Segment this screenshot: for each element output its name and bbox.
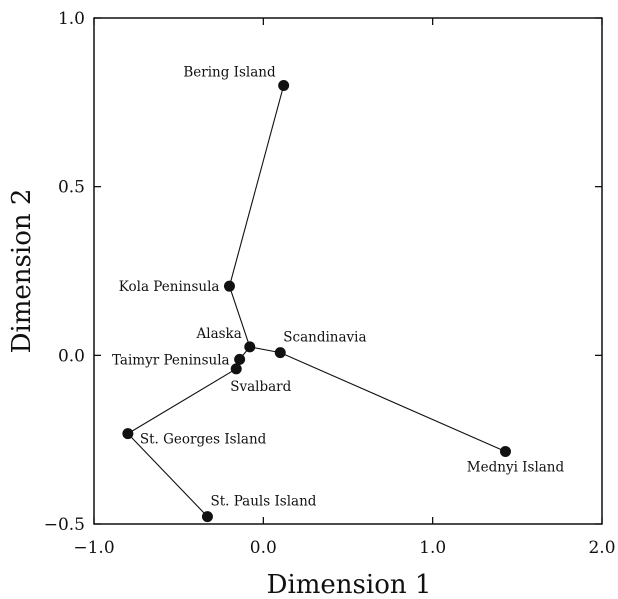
connecting-lines	[127, 85, 506, 517]
data-point-alaska	[244, 341, 256, 353]
connecting-line	[228, 286, 251, 348]
connecting-line	[228, 85, 285, 287]
data-point-kola-peninsula	[223, 280, 235, 292]
y-axis-title: Dimension 2	[7, 189, 37, 354]
point-label-taimyr-peninsula: Taimyr Peninsula	[112, 352, 230, 368]
connecting-line	[280, 352, 506, 452]
x-tick-label: 2.0	[588, 538, 615, 558]
x-tick-label: −1.0	[73, 538, 114, 558]
connecting-line	[127, 433, 208, 517]
connecting-line	[127, 368, 237, 435]
x-tick-label: 1.0	[419, 538, 446, 558]
point-label-kola-peninsula: Kola Peninsula	[119, 279, 220, 295]
y-tick-label: −0.5	[44, 515, 85, 535]
point-label-bering-island: Bering Island	[183, 64, 276, 80]
point-label-st-pauls-island: St. Pauls Island	[210, 494, 316, 510]
point-labels: Bering Island Kola Peninsula Alaska Scandin…	[112, 64, 565, 509]
y-tick-label: 1.0	[58, 9, 85, 29]
data-point-svalbard	[230, 363, 242, 375]
y-tick-label: 0.5	[58, 178, 85, 198]
data-point-st-pauls-island	[201, 511, 213, 523]
axes: −1.0 0.0 1.0 2.0 −0.5 0.0 0.5 1.0	[44, 9, 616, 558]
data-point-scandinavia	[274, 347, 286, 359]
data-point-bering-island	[278, 79, 290, 91]
data-point-taimyr-peninsula	[234, 353, 246, 365]
point-label-alaska: Alaska	[196, 326, 242, 342]
plot-frame	[93, 17, 603, 525]
point-label-svalbard: Svalbard	[230, 379, 291, 395]
data-point-mednyi-island	[499, 445, 511, 457]
y-tick-label: 0.0	[58, 346, 85, 366]
data-point-st-georges-island	[122, 428, 134, 440]
point-label-scandinavia: Scandinavia	[283, 330, 366, 346]
x-axis-title: Dimension 1	[267, 570, 432, 599]
data-points	[122, 79, 511, 523]
x-tick-label: 0.0	[250, 538, 277, 558]
point-label-mednyi-island: Mednyi Island	[467, 459, 565, 475]
point-label-st-georges-island: St. Georges Island	[140, 432, 267, 448]
